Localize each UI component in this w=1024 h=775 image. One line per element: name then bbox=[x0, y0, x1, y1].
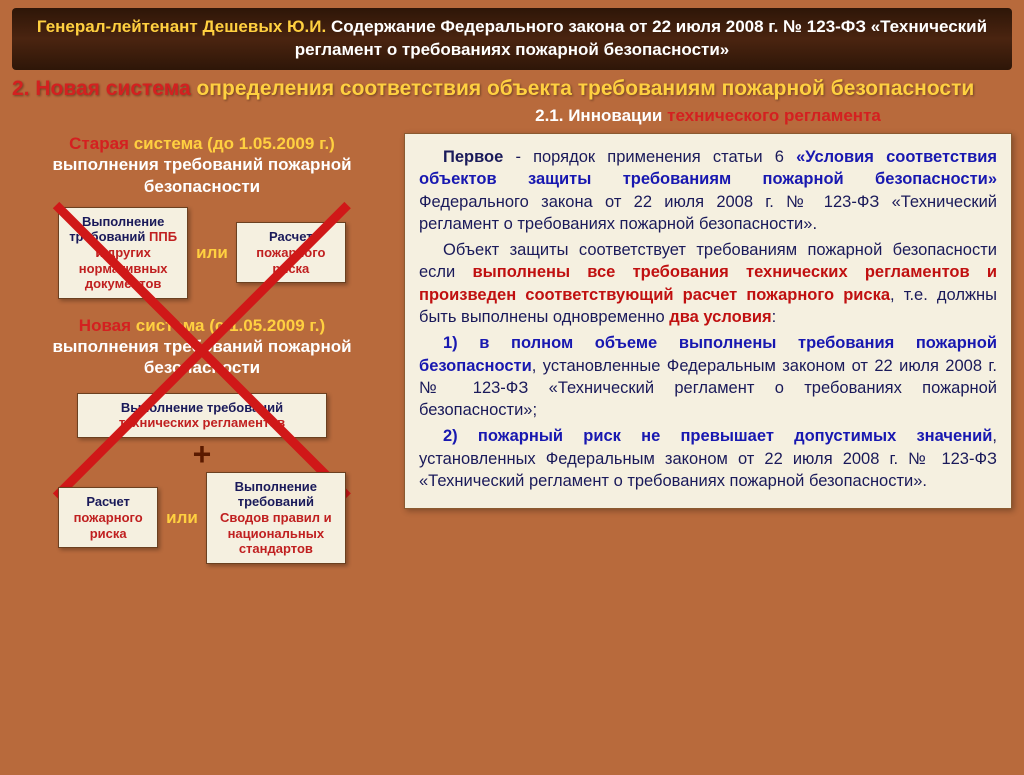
box-svod-pravil: Выполнение требований Сводов правил и на… bbox=[206, 472, 346, 564]
para-3: 1) в полном объеме выполнены требования … bbox=[419, 332, 997, 421]
right-text-panel: Первое - порядок применения статьи 6 «Ус… bbox=[404, 133, 1012, 509]
crossed-box-group: Выполнение требований ППБ и других норма… bbox=[58, 207, 346, 299]
box-new-risk: Расчет пожарного риска bbox=[58, 487, 158, 548]
old-system-diagram: Выполнение требований ППБ и других норма… bbox=[12, 207, 392, 299]
section-num: 2. Новая система bbox=[12, 77, 191, 100]
header-title: Содержание Федерального закона от 22 июл… bbox=[295, 17, 987, 59]
right-column: 2.1. Инновации технического регламента П… bbox=[404, 105, 1012, 574]
left-column: Старая система (до 1.05.2009 г.) выполне… bbox=[12, 105, 392, 574]
plus-icon: + bbox=[12, 438, 392, 470]
header-author: Генерал-лейтенант Дешевых Ю.И. bbox=[37, 17, 326, 36]
para-4: 2) пожарный риск не превышает допустимых… bbox=[419, 425, 997, 492]
box-tech-reglament: Выполнение требований технических реглам… bbox=[77, 393, 327, 438]
section-rest: определения соответствия объекта требова… bbox=[191, 77, 975, 100]
or-connector: или bbox=[196, 243, 228, 263]
or-connector-2: или bbox=[166, 508, 198, 528]
para-2: Объект защиты соответствует требованиям … bbox=[419, 239, 997, 328]
new-system-heading: Новая система (с 1.05.2009 г.) выполнени… bbox=[12, 315, 392, 379]
para-1: Первое - порядок применения статьи 6 «Ус… bbox=[419, 146, 997, 235]
main-content: Старая система (до 1.05.2009 г.) выполне… bbox=[12, 105, 1012, 574]
innovations-heading: 2.1. Инновации технического регламента bbox=[404, 105, 1012, 127]
old-system-heading: Старая система (до 1.05.2009 г.) выполне… bbox=[12, 133, 392, 197]
slide-header: Генерал-лейтенант Дешевых Ю.И. Содержани… bbox=[12, 8, 1012, 70]
box-old-ppb: Выполнение требований ППБ и других норма… bbox=[58, 207, 188, 299]
new-system-diagram: Выполнение требований технических реглам… bbox=[12, 393, 392, 564]
box-old-risk: Расчет пожарного риска bbox=[236, 222, 346, 283]
section-title: 2. Новая система определения соответстви… bbox=[12, 76, 1012, 101]
